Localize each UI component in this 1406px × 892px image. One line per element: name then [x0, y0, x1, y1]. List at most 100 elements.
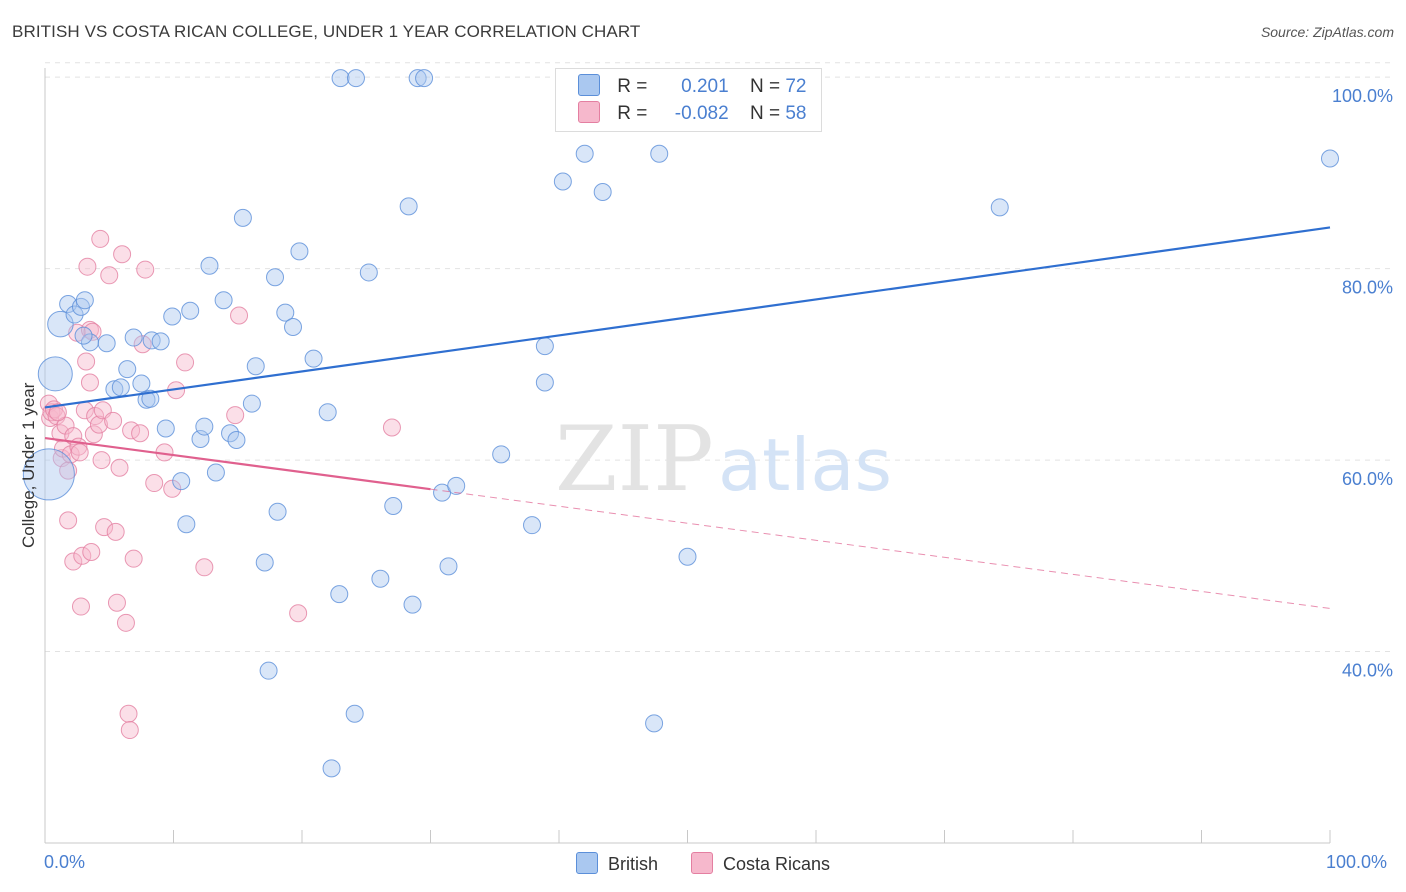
costa-ricans-point [92, 451, 111, 470]
costa-ricans-point [136, 260, 155, 279]
costa-ricans-point [107, 593, 126, 612]
british-point [345, 704, 364, 723]
costa-ricans-point [70, 443, 89, 462]
british-point [408, 69, 427, 88]
costa-ricans-swatch [690, 852, 713, 874]
british-point [266, 268, 285, 287]
costa-ricans-point [91, 229, 110, 248]
british-point [118, 360, 137, 379]
r-value: -0.082 [674, 103, 729, 124]
trend-lines [44, 226, 1331, 609]
y-axis-label: College, Under 1 year [19, 382, 38, 548]
british-point [276, 303, 295, 322]
costa-ricans-point [100, 266, 119, 285]
costa-ricans-trend-extension [430, 488, 1331, 609]
british-point [318, 403, 337, 422]
n-label: N = [749, 76, 781, 97]
british-point [75, 291, 94, 310]
british-point [553, 172, 572, 191]
british-point [221, 424, 240, 443]
costa-ricans-point [78, 257, 97, 276]
stats-legend: R = 0.201 N = 72 R = -0.082 N = 58 [555, 68, 822, 132]
british-point [242, 394, 261, 413]
costa-ricans-point [106, 522, 125, 541]
british-point [678, 547, 697, 566]
watermark-atlas: atlas [718, 423, 892, 507]
y-tick-label: 40.0% [1342, 661, 1393, 681]
british-point [650, 144, 669, 163]
costa-ricans-trend-line [44, 436, 431, 491]
costa-ricans-point [289, 604, 308, 623]
costa-ricans-swatch [578, 101, 600, 123]
british-point [535, 373, 554, 392]
british-point [645, 714, 664, 733]
costa-ricans-point [119, 704, 138, 723]
costa-ricans-point [176, 353, 195, 372]
x-tick-label-max: 100.0% [1326, 852, 1388, 872]
costa-ricans-point [89, 415, 108, 434]
british-point [74, 326, 93, 345]
n-label: N = [749, 103, 781, 124]
legend-label-costa-ricans: Costa Ricans [722, 854, 831, 874]
british-point [151, 332, 170, 351]
british-point [447, 476, 466, 495]
british-point [22, 448, 75, 501]
costa-ricans-point [56, 416, 75, 435]
british-point [330, 585, 349, 604]
costa-ricans-point [382, 418, 401, 437]
british-point [268, 502, 287, 521]
british-point [523, 516, 542, 535]
costa-ricans-point [230, 306, 249, 325]
british-point [593, 183, 612, 202]
series-legend: British Costa Ricans [0, 852, 1406, 875]
british-point [331, 69, 350, 88]
costa-ricans-point [77, 352, 96, 371]
r-label: R = [617, 103, 648, 124]
chart-title: BRITISH VS COSTA RICAN COLLEGE, UNDER 1 … [12, 22, 641, 41]
y-tick-labels: 40.0% 60.0% 80.0% 100.0% [1332, 86, 1393, 680]
costa-ricans-point [163, 479, 182, 498]
costa-ricans-point [82, 542, 101, 561]
british-point [97, 334, 116, 353]
legend-item-british: British [575, 852, 658, 875]
british-point [227, 430, 246, 449]
british-swatch [578, 74, 600, 96]
costa-ricans-point [80, 373, 99, 392]
british-point [142, 331, 161, 350]
british-point [290, 242, 309, 261]
british-point [990, 198, 1009, 217]
watermark-zip: ZIP [555, 407, 714, 512]
legend-row-costa-ricans: R = -0.082 N = 58 [578, 101, 806, 127]
costa-ricans-point [195, 558, 214, 577]
british-swatch [575, 852, 598, 874]
costa-ricans-point [124, 549, 143, 568]
x-tick-label-min: 0.0% [44, 852, 86, 872]
british-point [214, 291, 233, 310]
r-value: 0.201 [681, 76, 729, 97]
source-label: Source: ZipAtlas.com [1260, 24, 1394, 40]
costa-ricans-point [48, 403, 67, 422]
british-point [156, 419, 175, 438]
british-point [124, 328, 143, 347]
british-point [259, 661, 278, 680]
british-point [322, 759, 341, 778]
british-point [172, 472, 191, 491]
costa-ricans-point [113, 245, 132, 264]
british-point [492, 445, 511, 464]
legend-item-costa-ricans: Costa Ricans [690, 852, 831, 875]
british-point [255, 553, 274, 572]
british-point [37, 356, 73, 392]
costa-ricans-point [73, 546, 92, 565]
british-point [200, 256, 219, 275]
costa-ricans-point [59, 511, 78, 530]
british-point [575, 144, 594, 163]
n-value: 58 [785, 103, 807, 124]
british-point [403, 595, 422, 614]
costa-ricans-point [61, 445, 80, 464]
costa-ricans-point [95, 518, 114, 537]
costa-ricans-point [116, 613, 135, 632]
british-point [65, 305, 84, 324]
british-point [233, 208, 252, 227]
costa-ricans-points [39, 229, 401, 740]
